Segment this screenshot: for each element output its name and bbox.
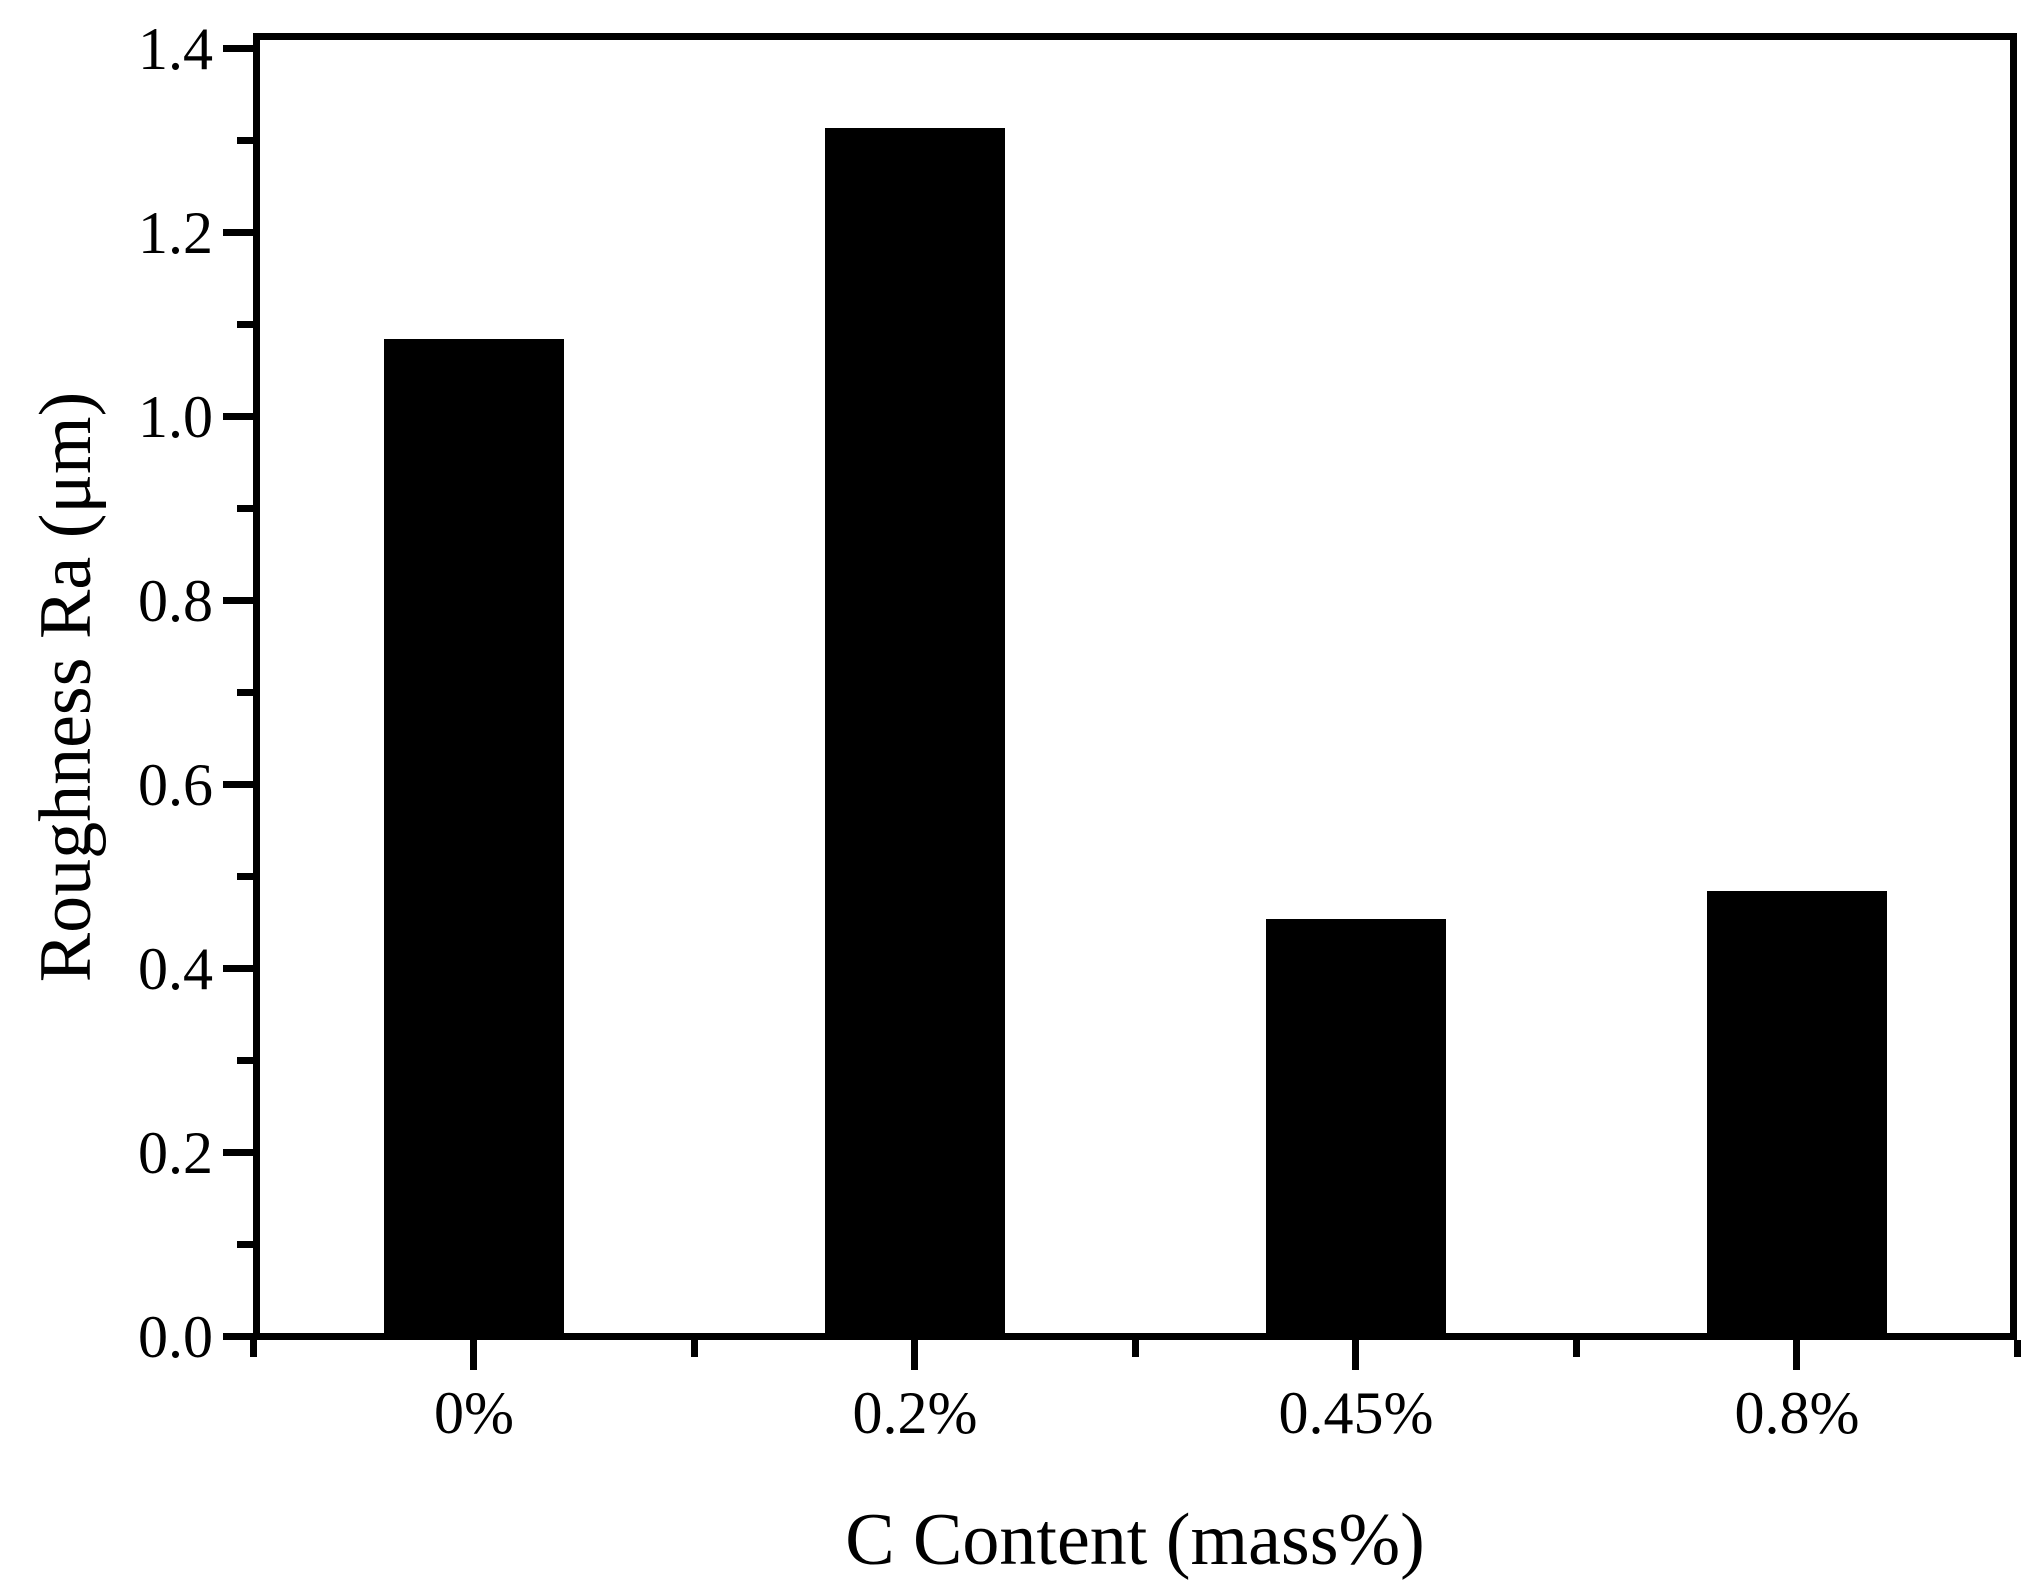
x-axis-title: C Content (mass%) — [845, 1499, 1425, 1581]
x-minor-tick — [250, 1340, 257, 1357]
y-major-tick — [223, 597, 253, 604]
y-major-tick — [223, 965, 253, 972]
y-tick-label: 1.4 — [138, 16, 213, 82]
y-tick-label: 1.0 — [138, 384, 213, 450]
y-major-tick — [223, 1333, 253, 1340]
x-minor-tick — [1132, 1340, 1139, 1357]
y-axis-title: Roughness Ra (μm) — [25, 391, 107, 983]
y-minor-tick — [237, 1241, 253, 1248]
y-minor-tick — [237, 873, 253, 880]
x-tick-label: 0% — [434, 1380, 514, 1446]
x-minor-tick — [1573, 1340, 1580, 1357]
y-minor-tick — [237, 321, 253, 328]
y-major-tick — [223, 229, 253, 236]
y-tick-label: 0.0 — [138, 1304, 213, 1370]
x-tick-label: 0.8% — [1734, 1380, 1860, 1446]
y-major-tick — [223, 45, 253, 52]
y-minor-tick — [237, 505, 253, 512]
y-tick-label: 0.8 — [138, 568, 213, 634]
y-minor-tick — [237, 689, 253, 696]
y-major-tick — [223, 1149, 253, 1156]
x-major-tick — [911, 1340, 918, 1370]
y-major-tick — [223, 781, 253, 788]
x-tick-label: 0.45% — [1278, 1380, 1434, 1446]
y-tick-label: 0.2 — [138, 1120, 213, 1186]
y-minor-tick — [237, 1057, 253, 1064]
x-tick-label: 0.2% — [852, 1380, 978, 1446]
y-tick-label: 0.4 — [138, 936, 213, 1002]
y-tick-label: 0.6 — [138, 752, 213, 818]
bar-0.2% — [825, 128, 1005, 1333]
bar-0.45% — [1266, 919, 1446, 1333]
x-minor-tick — [691, 1340, 698, 1357]
x-major-tick — [1352, 1340, 1359, 1370]
y-minor-tick — [237, 137, 253, 144]
x-minor-tick — [2014, 1340, 2021, 1357]
x-major-tick — [1793, 1340, 1800, 1370]
bar-0% — [384, 339, 564, 1333]
y-major-tick — [223, 413, 253, 420]
bar-0.8% — [1707, 891, 1887, 1333]
y-tick-label: 1.2 — [138, 200, 213, 266]
x-major-tick — [470, 1340, 477, 1370]
